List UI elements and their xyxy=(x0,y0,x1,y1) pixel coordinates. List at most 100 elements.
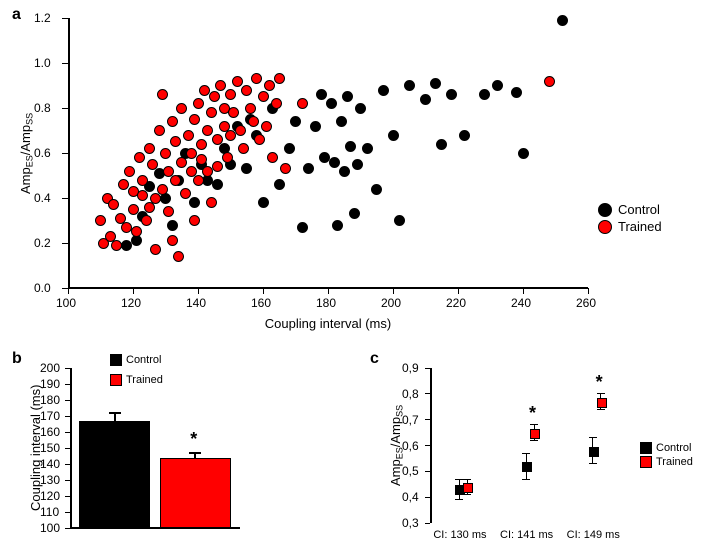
panel-b-legend: Control Trained xyxy=(110,352,163,388)
significance-star: * xyxy=(529,403,536,424)
scatter-point xyxy=(404,80,415,91)
scatter-point xyxy=(511,87,522,98)
scatter-point xyxy=(235,125,246,136)
panel-b-ytick: 150 xyxy=(40,441,60,455)
scatter-point xyxy=(144,143,155,154)
scatter-point xyxy=(118,179,129,190)
scatter-point xyxy=(193,175,204,186)
panel-a-xtick: 180 xyxy=(316,296,336,310)
legend-dot-icon xyxy=(598,220,612,234)
scatter-point xyxy=(326,98,337,109)
scatter-point xyxy=(241,85,252,96)
scatter-point xyxy=(180,188,191,199)
scatter-point xyxy=(284,143,295,154)
scatter-point xyxy=(459,130,470,141)
scatter-point xyxy=(258,197,269,208)
scatter-point xyxy=(436,139,447,150)
panel-b-plot: 100110120130140150160170180190200* xyxy=(70,368,240,528)
scatter-point xyxy=(420,94,431,105)
scatter-point xyxy=(280,163,291,174)
scatter-point xyxy=(131,226,142,237)
scatter-point xyxy=(225,89,236,100)
legend-square-icon xyxy=(110,354,122,366)
scatter-point xyxy=(154,125,165,136)
scatter-point xyxy=(202,125,213,136)
scatter-point xyxy=(170,175,181,186)
scatter-point xyxy=(271,98,282,109)
scatter-point xyxy=(378,85,389,96)
legend-item: Control xyxy=(598,202,662,217)
scatter-point xyxy=(479,89,490,100)
scatter-point xyxy=(189,114,200,125)
scatter-point xyxy=(170,136,181,147)
scatter-point xyxy=(193,98,204,109)
legend-label: Trained xyxy=(656,456,693,468)
scatter-point xyxy=(212,179,223,190)
scatter-point xyxy=(176,157,187,168)
panel-c-label: c xyxy=(370,350,379,368)
legend-label: Control xyxy=(126,354,161,366)
scatter-point xyxy=(111,240,122,251)
scatter-point xyxy=(232,76,243,87)
scatter-point xyxy=(297,98,308,109)
scatter-point xyxy=(196,154,207,165)
significance-star: * xyxy=(596,372,603,393)
panel-b-ytick: 120 xyxy=(40,489,60,503)
scatter-point xyxy=(137,175,148,186)
point-marker xyxy=(463,483,473,493)
scatter-point xyxy=(518,148,529,159)
scatter-point xyxy=(212,161,223,172)
panel-a-xlabel: Coupling interval (ms) xyxy=(68,316,588,331)
scatter-point xyxy=(147,159,158,170)
bar-control xyxy=(79,421,150,528)
scatter-point xyxy=(349,208,360,219)
scatter-point xyxy=(274,73,285,84)
scatter-point xyxy=(222,152,233,163)
panel-a-ytick: 1.2 xyxy=(34,11,58,25)
scatter-point xyxy=(264,80,275,91)
panel-a-xtick: 100 xyxy=(56,296,76,310)
scatter-point xyxy=(108,199,119,210)
panel-a-xtick: 220 xyxy=(446,296,466,310)
panel-c-plot: 0,30,40,50,60,70,80,9CI: 130 msCI: 141 m… xyxy=(430,368,630,523)
point-marker xyxy=(589,447,599,457)
scatter-point xyxy=(388,130,399,141)
legend-label: Trained xyxy=(126,374,163,386)
scatter-point xyxy=(345,141,356,152)
scatter-point xyxy=(342,91,353,102)
panel-c-xcat: CI: 130 ms xyxy=(433,529,486,541)
panel-a-ytick: 1.0 xyxy=(34,56,58,70)
panel-a-xtick: 260 xyxy=(576,296,596,310)
scatter-point xyxy=(141,215,152,226)
scatter-point xyxy=(160,148,171,159)
scatter-point xyxy=(134,152,145,163)
point-marker xyxy=(597,398,607,408)
panel-b-label: b xyxy=(12,350,22,368)
panel-b-ytick: 180 xyxy=(40,393,60,407)
scatter-point xyxy=(167,235,178,246)
scatter-point xyxy=(212,134,223,145)
scatter-point xyxy=(290,116,301,127)
scatter-point xyxy=(254,134,265,145)
scatter-point xyxy=(95,215,106,226)
scatter-point xyxy=(209,91,220,102)
scatter-point xyxy=(157,184,168,195)
panel-b-ytick: 130 xyxy=(40,473,60,487)
scatter-point xyxy=(261,121,272,132)
scatter-point xyxy=(167,116,178,127)
scatter-point xyxy=(137,190,148,201)
point-marker xyxy=(530,429,540,439)
scatter-point xyxy=(544,76,555,87)
significance-star: * xyxy=(190,429,197,450)
panel-a-ytick: 0.6 xyxy=(34,146,58,160)
scatter-point xyxy=(189,215,200,226)
panel-c-xcat: CI: 141 ms xyxy=(500,529,553,541)
scatter-point xyxy=(251,73,262,84)
scatter-point xyxy=(167,220,178,231)
panel-a-xtick: 160 xyxy=(251,296,271,310)
scatter-point xyxy=(352,159,363,170)
legend-item: Trained xyxy=(598,219,662,234)
panel-a-ytick: 0.8 xyxy=(34,101,58,115)
panel-b-ytick: 170 xyxy=(40,409,60,423)
panel-b-ylabel: Coupling interval (ms) xyxy=(28,368,43,528)
